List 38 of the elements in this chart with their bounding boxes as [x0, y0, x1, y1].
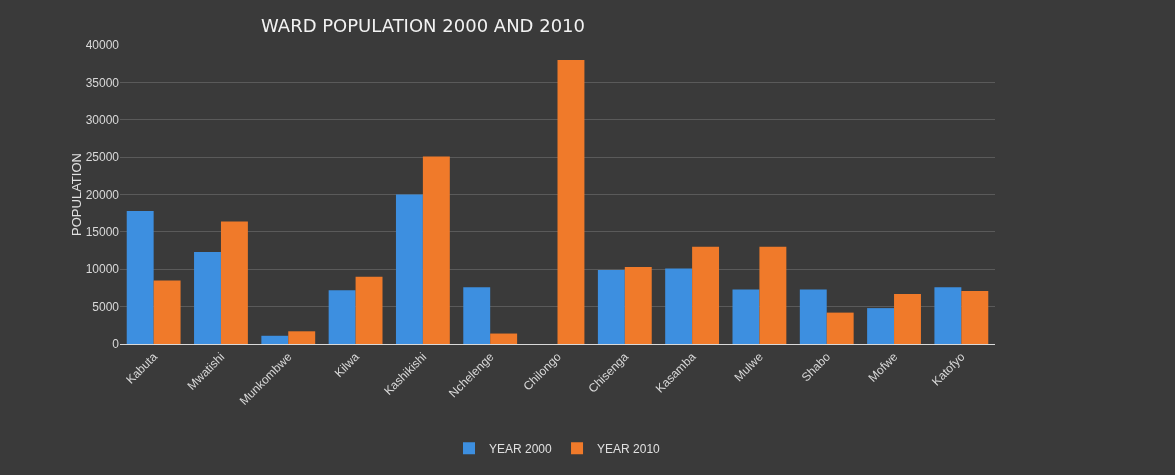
bar — [961, 290, 989, 344]
y-tick-label: 20000 — [85, 187, 120, 202]
bar — [328, 290, 356, 344]
bar — [194, 252, 221, 344]
bar — [422, 156, 450, 344]
y-tick-label: 30000 — [85, 112, 120, 127]
y-axis-title: POPULATION — [68, 153, 84, 236]
y-tick-label: 40000 — [85, 38, 120, 53]
bar — [288, 331, 316, 344]
y-tick-label: 0 — [112, 337, 120, 352]
bar — [597, 270, 625, 344]
bar — [692, 246, 720, 344]
bar — [934, 287, 962, 344]
bar — [355, 276, 383, 344]
bar — [894, 293, 921, 344]
bar — [490, 333, 518, 344]
bar — [624, 267, 652, 344]
y-tick-label: 5000 — [92, 299, 120, 314]
bar — [665, 268, 693, 344]
bar — [463, 287, 491, 344]
bar — [126, 210, 154, 344]
bar — [826, 312, 854, 344]
bar — [557, 59, 585, 344]
legend-label: YEAR 2000 — [489, 441, 553, 456]
legend-label: YEAR 2010 — [597, 441, 661, 456]
bar — [867, 308, 895, 344]
bar — [799, 289, 827, 344]
bar — [732, 289, 760, 344]
y-tick-label: 25000 — [85, 150, 120, 165]
bar — [261, 335, 289, 344]
y-tick-label: 35000 — [85, 75, 120, 90]
y-tick-label: 15000 — [85, 225, 120, 240]
bar — [759, 246, 787, 344]
bar — [395, 194, 423, 344]
y-tick-label: 10000 — [85, 262, 120, 277]
bar — [220, 221, 248, 344]
chart-title: WARD POPULATION 2000 AND 2010 — [261, 14, 585, 36]
bar — [153, 280, 181, 344]
